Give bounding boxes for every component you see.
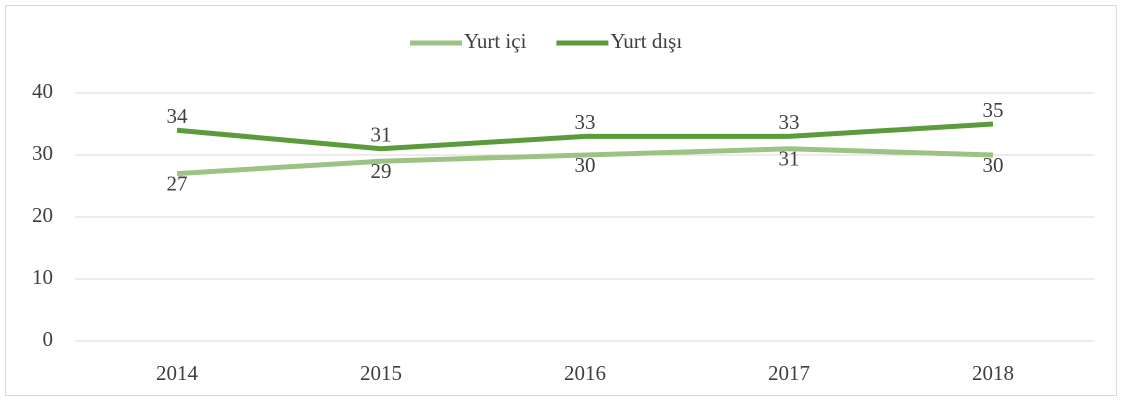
series-line <box>176 146 994 177</box>
y-tick-label: 30 <box>32 141 53 165</box>
y-tick-label: 40 <box>32 79 53 103</box>
x-tick-label: 2014 <box>156 361 199 385</box>
data-label: 30 <box>983 153 1004 177</box>
x-tick-label: 2017 <box>768 361 810 385</box>
data-label: 33 <box>575 110 596 134</box>
y-tick-label: 10 <box>32 265 53 289</box>
x-tick-label: 2015 <box>360 361 402 385</box>
chart-border <box>5 5 1117 396</box>
x-tick-label: 2016 <box>564 361 606 385</box>
data-label: 29 <box>371 159 392 183</box>
series-line <box>176 121 994 152</box>
data-label: 27 <box>167 171 188 195</box>
data-label: 34 <box>167 104 189 128</box>
legend-label: Yurt içi <box>464 29 527 53</box>
x-tick-label: 2018 <box>972 361 1014 385</box>
legend-label: Yurt dışı <box>610 29 682 53</box>
data-label: 31 <box>371 123 392 147</box>
y-tick-label: 0 <box>43 327 54 351</box>
data-label: 35 <box>983 98 1004 122</box>
data-label: 33 <box>779 110 800 134</box>
data-label: 30 <box>575 153 596 177</box>
data-label: 31 <box>779 147 800 171</box>
y-tick-label: 20 <box>32 203 53 227</box>
